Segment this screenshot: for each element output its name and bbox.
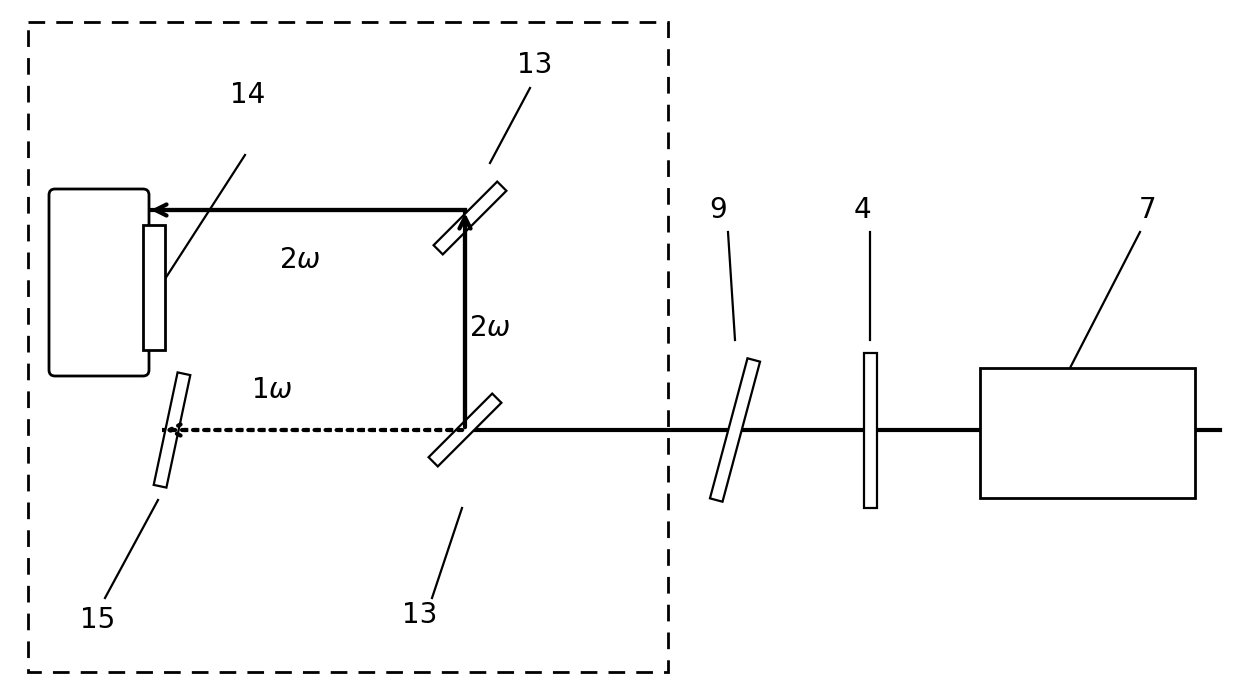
Polygon shape xyxy=(863,352,877,507)
Text: $2\omega$: $2\omega$ xyxy=(469,314,511,342)
Text: 9: 9 xyxy=(709,196,727,224)
Text: 7: 7 xyxy=(1140,196,1157,224)
Bar xyxy=(29,22,668,672)
Polygon shape xyxy=(711,359,760,502)
Text: 14: 14 xyxy=(231,81,265,109)
Bar xyxy=(143,225,165,350)
Text: $2\omega$: $2\omega$ xyxy=(279,246,321,274)
Text: $1\omega$: $1\omega$ xyxy=(252,376,293,404)
Text: 4: 4 xyxy=(853,196,870,224)
Text: 13: 13 xyxy=(517,51,553,79)
FancyBboxPatch shape xyxy=(50,189,149,376)
Text: 13: 13 xyxy=(402,601,438,629)
Polygon shape xyxy=(429,393,501,466)
Text: 15: 15 xyxy=(81,606,115,634)
Polygon shape xyxy=(434,181,506,254)
Polygon shape xyxy=(154,373,190,488)
Bar xyxy=(980,368,1195,498)
